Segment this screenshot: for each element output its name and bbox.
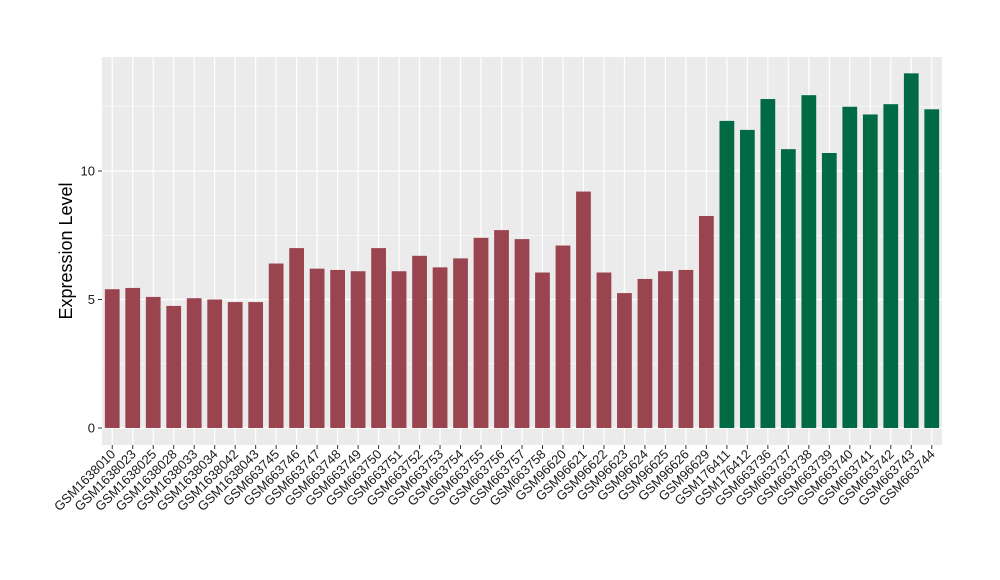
bar bbox=[371, 248, 386, 428]
bar bbox=[125, 287, 141, 428]
bar bbox=[350, 271, 366, 428]
bar bbox=[453, 258, 468, 428]
bar bbox=[637, 278, 653, 428]
bars bbox=[104, 73, 940, 429]
bar bbox=[494, 230, 509, 428]
bar bbox=[678, 269, 694, 428]
bar bbox=[289, 248, 305, 428]
bar bbox=[821, 153, 837, 428]
x-axis: GSM1638010GSM1638023GSM1638025GSM1638028… bbox=[51, 445, 938, 514]
bar bbox=[596, 272, 612, 428]
bar bbox=[801, 95, 817, 428]
bar bbox=[514, 239, 530, 428]
bar bbox=[862, 114, 878, 429]
bar bbox=[903, 73, 919, 428]
bar bbox=[207, 299, 223, 428]
bar bbox=[145, 296, 161, 428]
bar bbox=[309, 268, 325, 428]
bar bbox=[576, 191, 591, 428]
bar bbox=[535, 272, 550, 428]
bar bbox=[719, 120, 735, 428]
bar bbox=[473, 237, 489, 428]
bar bbox=[330, 269, 345, 428]
y-tick-label: 5 bbox=[88, 292, 95, 307]
bar bbox=[739, 129, 755, 428]
bar bbox=[555, 245, 571, 428]
y-tick-label: 10 bbox=[81, 164, 95, 179]
bar bbox=[166, 305, 182, 428]
bar bbox=[760, 99, 776, 428]
bar bbox=[883, 104, 899, 429]
bar bbox=[658, 271, 673, 428]
bar bbox=[842, 106, 858, 428]
y-axis: 0 5 10 bbox=[81, 164, 102, 436]
bar bbox=[924, 109, 940, 428]
bar bbox=[617, 293, 632, 428]
bar bbox=[780, 149, 796, 428]
bar bbox=[432, 267, 448, 428]
bar bbox=[412, 255, 427, 428]
bar bbox=[104, 289, 120, 428]
y-axis-title: Expression Level bbox=[56, 182, 76, 319]
bar bbox=[248, 302, 264, 428]
bar bbox=[268, 263, 284, 428]
y-tick-label: 0 bbox=[88, 421, 95, 436]
bar bbox=[699, 215, 714, 428]
bar bbox=[227, 302, 243, 428]
bar bbox=[186, 298, 202, 428]
bar bbox=[391, 271, 407, 428]
